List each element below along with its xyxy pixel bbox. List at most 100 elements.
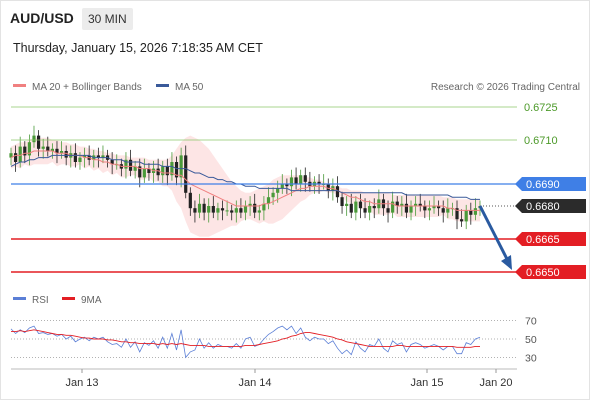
candle-body [202,203,206,213]
candle-body [207,206,211,213]
candle-body [23,146,27,156]
candle-body [423,206,427,211]
candle-body [124,159,128,169]
candle-body [193,208,197,213]
candle-body [27,142,31,156]
x-tick-label: Jan 14 [238,377,271,389]
resistance-label: 0.6725 [524,102,558,114]
candle-body [36,135,41,149]
copyright-label: Research © 2026 Trading Central [431,82,580,93]
candle-body [184,155,188,193]
candle-body [73,153,77,162]
support-label-tag [515,265,586,279]
bollinger-band [11,135,480,237]
candle-body [473,208,478,215]
last-price-label: 0.6680 [526,201,560,213]
candle-body [266,197,271,204]
pivot-label-tag [515,177,586,191]
candle-body [59,151,64,154]
candle-body [418,203,422,206]
candle-body [18,146,22,162]
candle-body [211,206,215,213]
candle-body [55,148,59,154]
candle-body [372,206,376,209]
candle-body [197,203,202,213]
candle-body [262,203,266,211]
candle-body [276,188,280,193]
rsi-legend: RSI 9MA [13,295,102,306]
candle-body [464,210,468,222]
rsi-legend-swatch [13,297,26,300]
candle-body [239,208,243,213]
candle-body [128,159,133,171]
candle-body [354,201,358,213]
rsi-ma-legend-swatch [62,297,75,300]
candle-body [299,175,303,184]
candle-body [225,210,229,212]
candle-body [409,206,413,213]
candle-body [216,208,220,213]
datetime-label: Thursday, January 15, 2026 7:18:35 AM CE… [13,41,263,55]
candle-body [188,192,192,209]
candle-body [404,203,409,213]
candle-body [174,162,179,178]
rsi-tick-label: 70 [525,316,537,328]
candle-body [326,184,330,191]
candle-body [317,181,321,184]
candle-body [395,201,399,206]
candle-body [138,166,142,178]
candle-body [289,177,294,187]
candle-body [271,192,275,198]
candle-body [220,208,225,211]
candle-body [82,155,87,158]
candle-body [280,184,284,189]
rsi-line [10,325,481,359]
candle-body [363,208,367,213]
support-label: 0.6650 [526,267,560,279]
x-tick-label: Jan 15 [410,377,443,389]
candle-body [446,208,450,213]
ma20-legend-label: MA 20 + Bollinger Bands [32,82,142,93]
ma50-legend-swatch [156,84,169,87]
pivot-label: 0.6690 [526,179,560,191]
candle-body [179,155,183,178]
candle-body [133,166,137,171]
candle-body [9,153,13,158]
candle-body [147,168,151,173]
main-plot [9,125,482,237]
candle-body [165,166,169,176]
candle-body [386,208,390,213]
ma20-legend-swatch [13,84,26,87]
candle-body [101,155,105,158]
forecast-arrow-shaft [478,205,511,264]
candle-body [46,146,50,151]
candle-body [432,206,436,209]
candle-body [257,210,261,213]
forecast-arrowhead [501,255,512,270]
candle-body [41,146,45,149]
candle-body [285,184,289,187]
candle-body [142,168,146,178]
price-levels: 0.6725 0.6710 0.6690 0.6680 0.6665 0.6650 [11,102,586,279]
candle-body [368,206,372,213]
support-label-tag [515,232,586,246]
candle-body [400,203,404,206]
candle-body [427,208,432,211]
candle-body [358,201,363,209]
candle-body [294,177,298,184]
candle-body [156,168,160,176]
support-label: 0.6665 [526,234,560,246]
rsi-legend-label: RSI [32,295,49,306]
rsi-ma-line [11,329,480,348]
ma50-line [10,154,480,200]
candle-body [455,208,459,220]
candle-body [234,208,238,213]
candle-body [414,203,418,206]
rsi-tick-label: 30 [525,352,537,364]
candle-body [161,166,165,176]
candle-body [243,206,248,213]
candle-body [349,203,353,213]
timeframe-badge[interactable]: 30 MIN [82,8,133,30]
candle-body [253,203,257,213]
